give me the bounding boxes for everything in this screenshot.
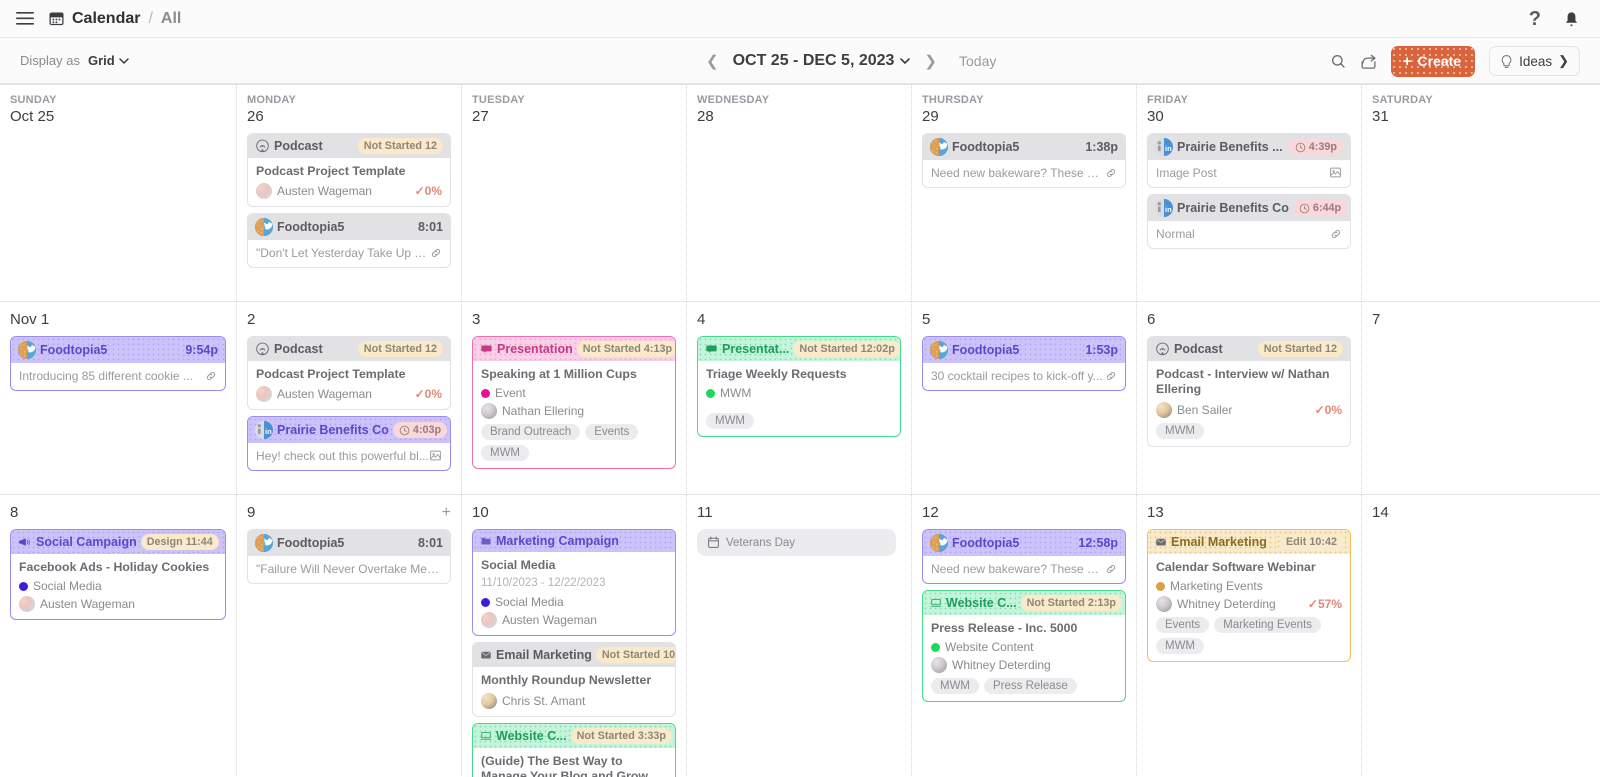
svg-text:in: in [1165, 205, 1172, 214]
svg-text:in: in [265, 427, 272, 436]
svg-text:in: in [1165, 144, 1172, 153]
